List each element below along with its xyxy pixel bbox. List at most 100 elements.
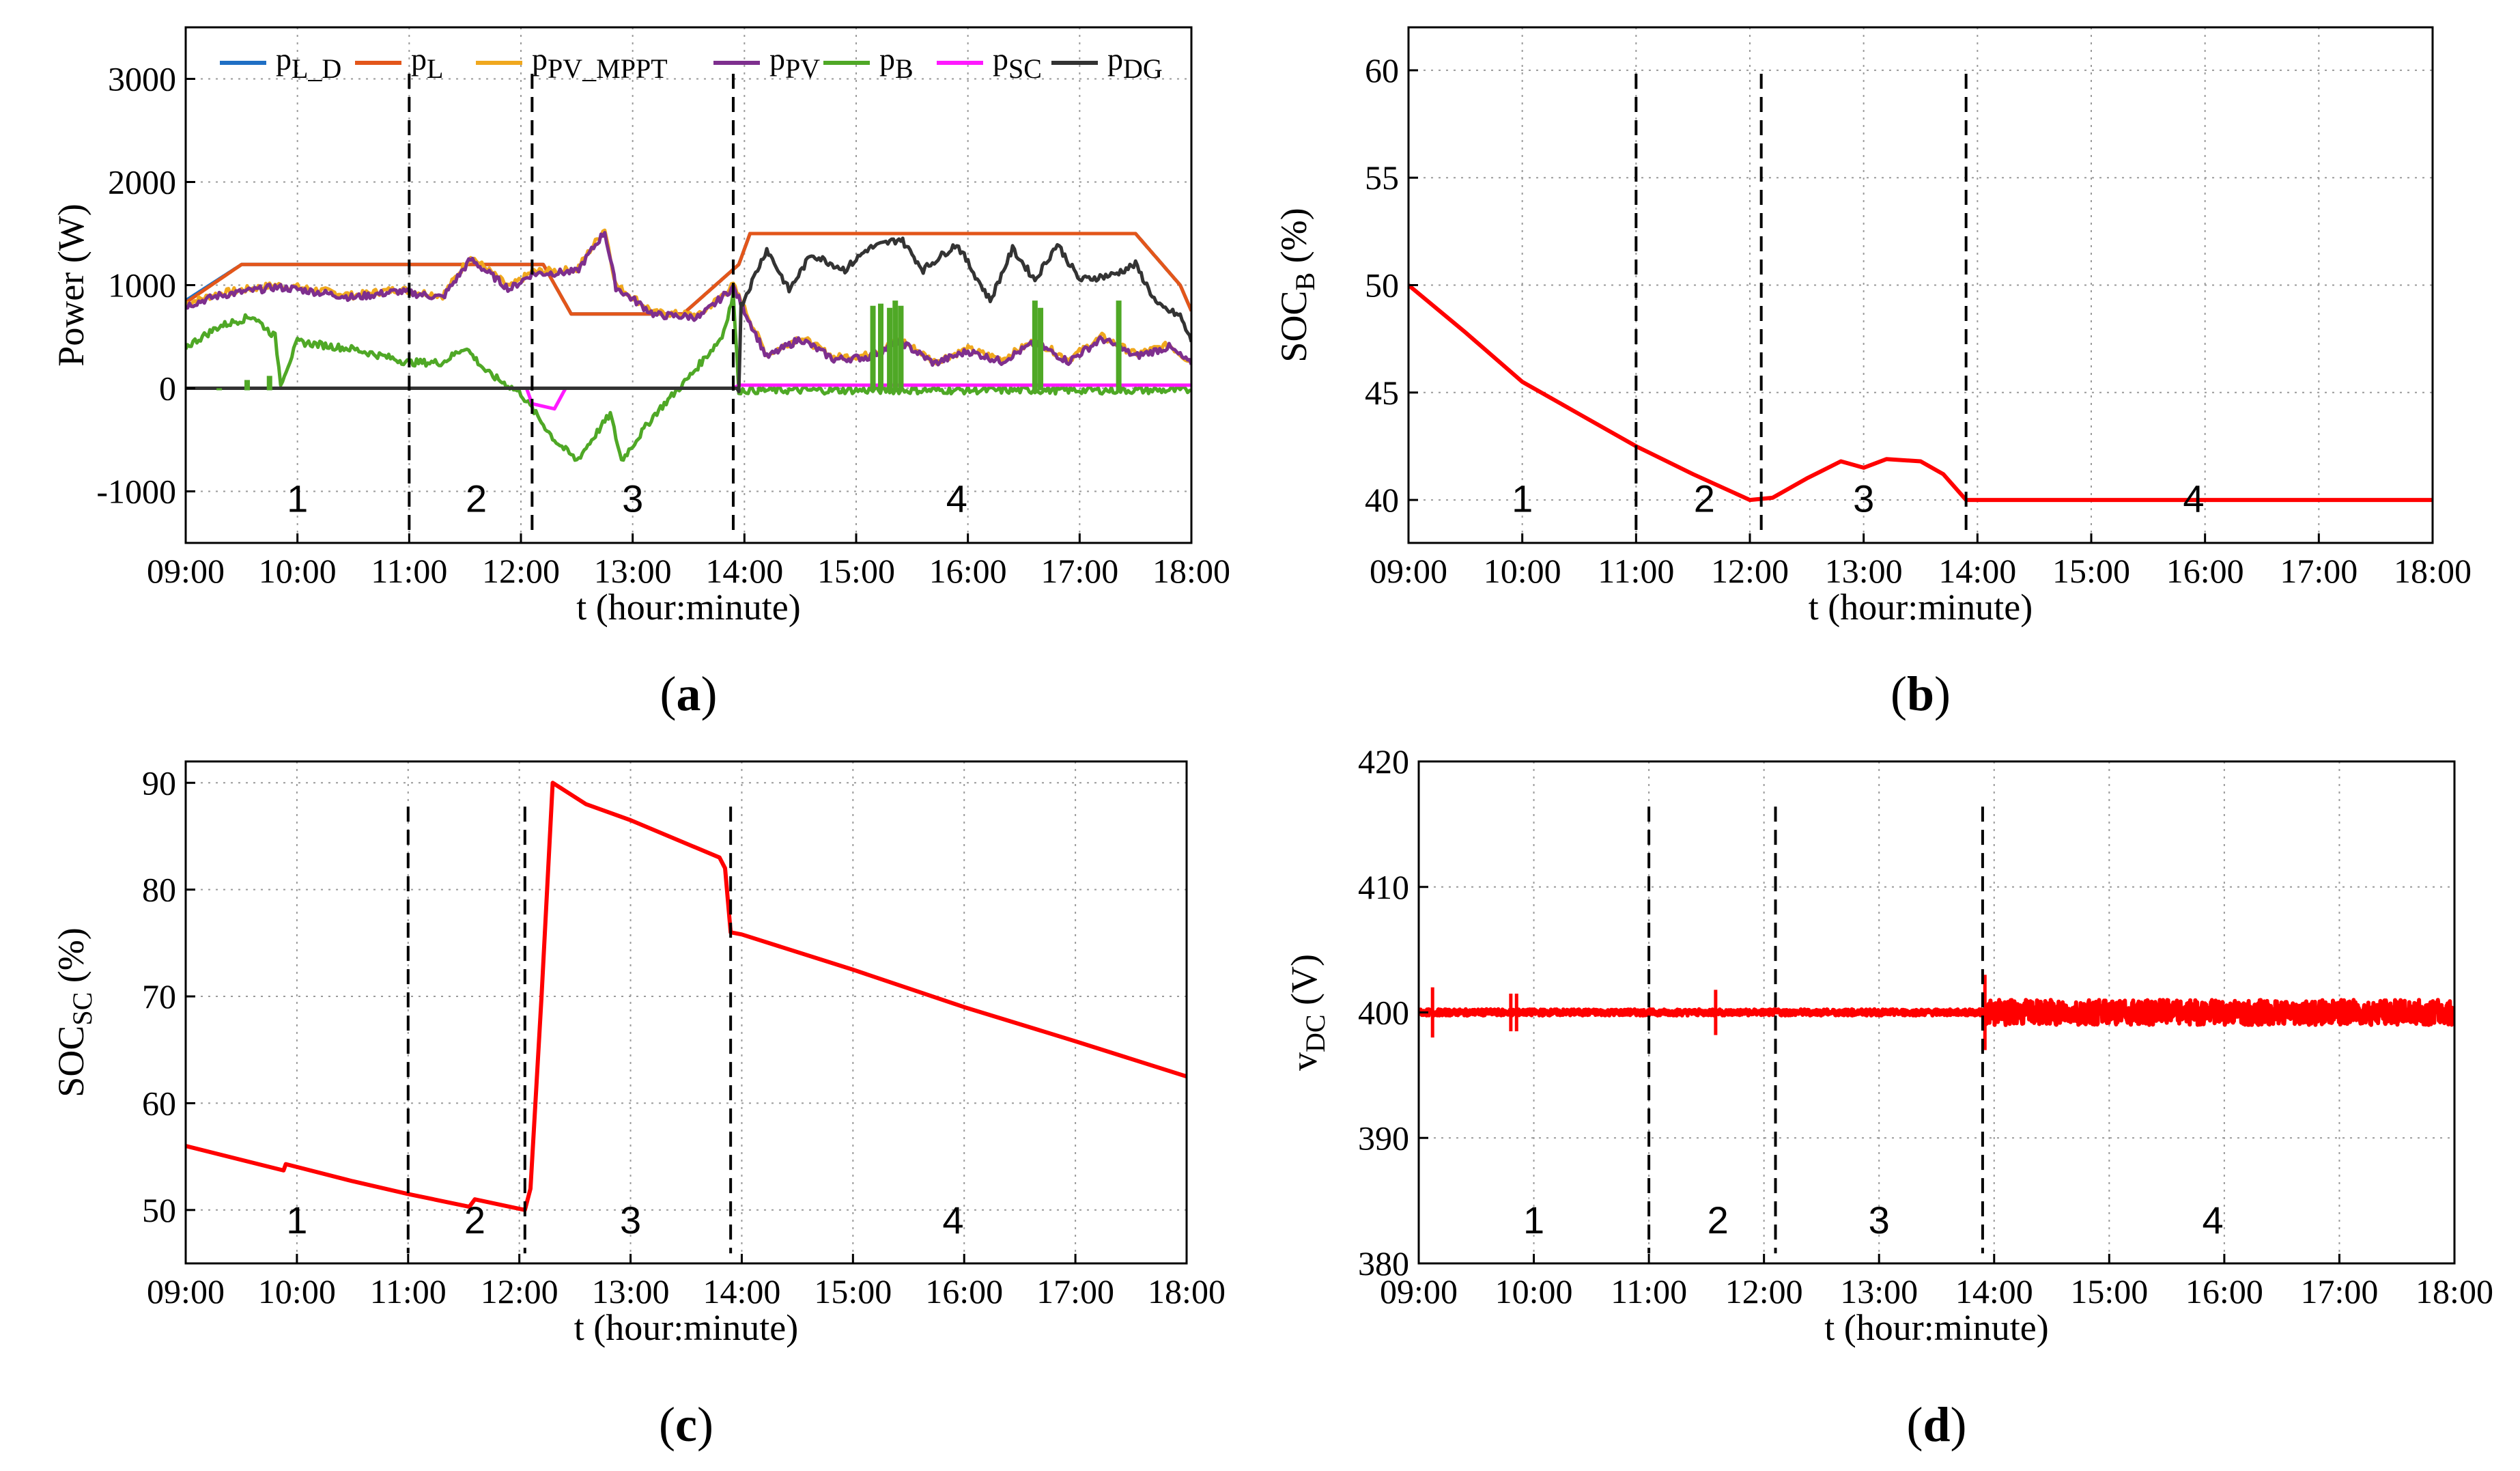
x-tick-label: 11:00 [1598,552,1674,590]
y-axis-label: SOCB (%) [1273,208,1320,362]
x-tick-label: 10:00 [1484,552,1561,590]
y-axis-label-subscript: DC [1300,1014,1331,1052]
y-tick-label: 50 [142,1191,176,1229]
x-axis-label: t (hour:minute) [1809,587,2033,628]
legend-label-p_SC: pSC [993,42,1042,84]
x-tick-label: 11:00 [370,1272,447,1311]
x-axis-label: t (hour:minute) [574,1307,798,1348]
legend-label-subscript: L_D [292,53,341,84]
caption-close: ) [1951,1397,1967,1452]
x-tick-label: 12:00 [481,1272,558,1311]
series-line-p_L [186,232,1191,316]
caption-open: ( [1891,667,1907,721]
y-tick-label: 3000 [108,60,176,98]
data-layer [186,781,1187,1212]
x-tick-label: 15:00 [814,1272,892,1311]
region-label: 2 [1694,477,1715,520]
y-tick-label: 2000 [108,163,176,201]
y-tick-label: 60 [1365,51,1399,89]
series-line-p_B [186,292,1191,462]
y-tick-label: 420 [1358,742,1409,781]
panel-a-power-chart: 1 2 3 4 09:00 10:00 11:00 12:00 13:00 14:00 15:00 1… [51,26,1230,721]
x-tick-label: 13:00 [594,552,672,590]
x-tick-label: 11:00 [371,552,447,590]
legend-label-main: p [411,42,427,76]
panel-caption: (d) [1906,1397,1966,1452]
panel-caption: (b) [1891,667,1951,721]
y-axis-label-unit: (V) [1284,954,1325,1014]
region-label: 4 [946,477,967,520]
y-axis-label-main: Power (W) [51,204,91,366]
x-tick-label: 16:00 [929,552,1007,590]
region-label: 4 [2183,477,2204,520]
x-tick-label: 17:00 [1040,552,1118,590]
legend-label-subscript: PV_MPPT [548,53,668,84]
legend-label-main: p [1107,42,1123,76]
x-tick-label: 15:00 [817,552,895,590]
y-tick-label: 90 [142,763,176,802]
region-label: 2 [466,477,487,520]
legend-label-main: p [276,42,292,76]
caption-close: ) [1934,667,1951,721]
caption-close: ) [701,667,718,721]
region-label: 1 [1512,477,1533,520]
legend-label-p_L_D: pL_D [276,42,341,84]
plot-area [186,761,1187,1263]
x-tick-label: 17:00 [2300,1272,2378,1311]
y-axis-label-subscript: B [1290,272,1320,291]
y-tick-label: 45 [1365,374,1399,412]
x-tick-label: 16:00 [2185,1272,2263,1311]
region-label: 4 [942,1199,963,1242]
x-tick-label: 09:00 [147,1272,225,1311]
legend-label-p_PV_MPPT: pPV_MPPT [532,42,668,84]
region-label: 2 [464,1199,485,1242]
y-axis-label: SOCSC (%) [51,927,98,1097]
series-line-soc_b [1408,283,2433,503]
legend-label-main: p [769,42,785,76]
panel-b-soc-battery-chart: 1 2 3 4 09:00 10:00 11:00 12:00 13:00 14:00 15:00 1… [1273,26,2472,721]
plot-area [186,27,1191,543]
x-axis-label: t (hour:minute) [1824,1307,2048,1348]
x-tick-label: 16:00 [925,1272,1003,1311]
x-tick-label: 14:00 [1955,1272,2033,1311]
y-axis-label-main: v [1284,1052,1325,1071]
y-axis-label-unit: (%) [51,927,91,992]
y-tick-label: 60 [142,1084,176,1122]
caption-close: ) [697,1397,713,1452]
x-tick-label: 09:00 [147,552,225,590]
region-label: 1 [1523,1199,1544,1242]
caption-letter: c [675,1397,697,1452]
series-line-v_dc [1419,998,2454,1027]
x-tick-label: 09:00 [1380,1272,1458,1311]
region-label: 2 [1708,1199,1729,1242]
y-tick-label: 410 [1358,868,1409,906]
x-tick-label: 12:00 [1711,552,1789,590]
caption-letter: d [1923,1397,1950,1452]
x-tick-label: 13:00 [1840,1272,1918,1311]
legend-label-subscript: SC [1008,53,1042,84]
legend-label-main: p [993,42,1008,76]
x-tick-label: 14:00 [1938,552,2016,590]
x-tick-label: 14:00 [703,1272,780,1311]
x-tick-label: 16:00 [2166,552,2244,590]
panel-c-soc-supercap-chart: 1 2 3 4 09:00 10:00 11:00 12:00 13:00 14:00 15:00 1… [51,760,1226,1452]
caption-open: ( [1906,1397,1923,1452]
region-label: 3 [1869,1199,1890,1242]
x-tick-label: 12:00 [1725,1272,1803,1311]
x-tick-label: 18:00 [1152,552,1230,590]
x-tick-label: 12:00 [482,552,560,590]
y-tick-label: 70 [142,977,176,1015]
region-label: 3 [622,477,643,520]
y-axis-label-main: SOC [1273,291,1314,363]
y-tick-label: 40 [1365,481,1399,519]
series-line-p_PV [186,231,1191,367]
x-tick-label: 18:00 [2394,552,2472,590]
x-tick-label: 14:00 [705,552,783,590]
legend-label-p_L: pL [411,42,443,84]
region-label: 1 [287,477,308,520]
axes-frame [184,760,1188,1265]
data-layer [1408,283,2433,503]
region-label: 3 [1853,477,1874,520]
x-tick-label: 18:00 [1148,1272,1226,1311]
series-line-p_DG [186,236,1191,393]
